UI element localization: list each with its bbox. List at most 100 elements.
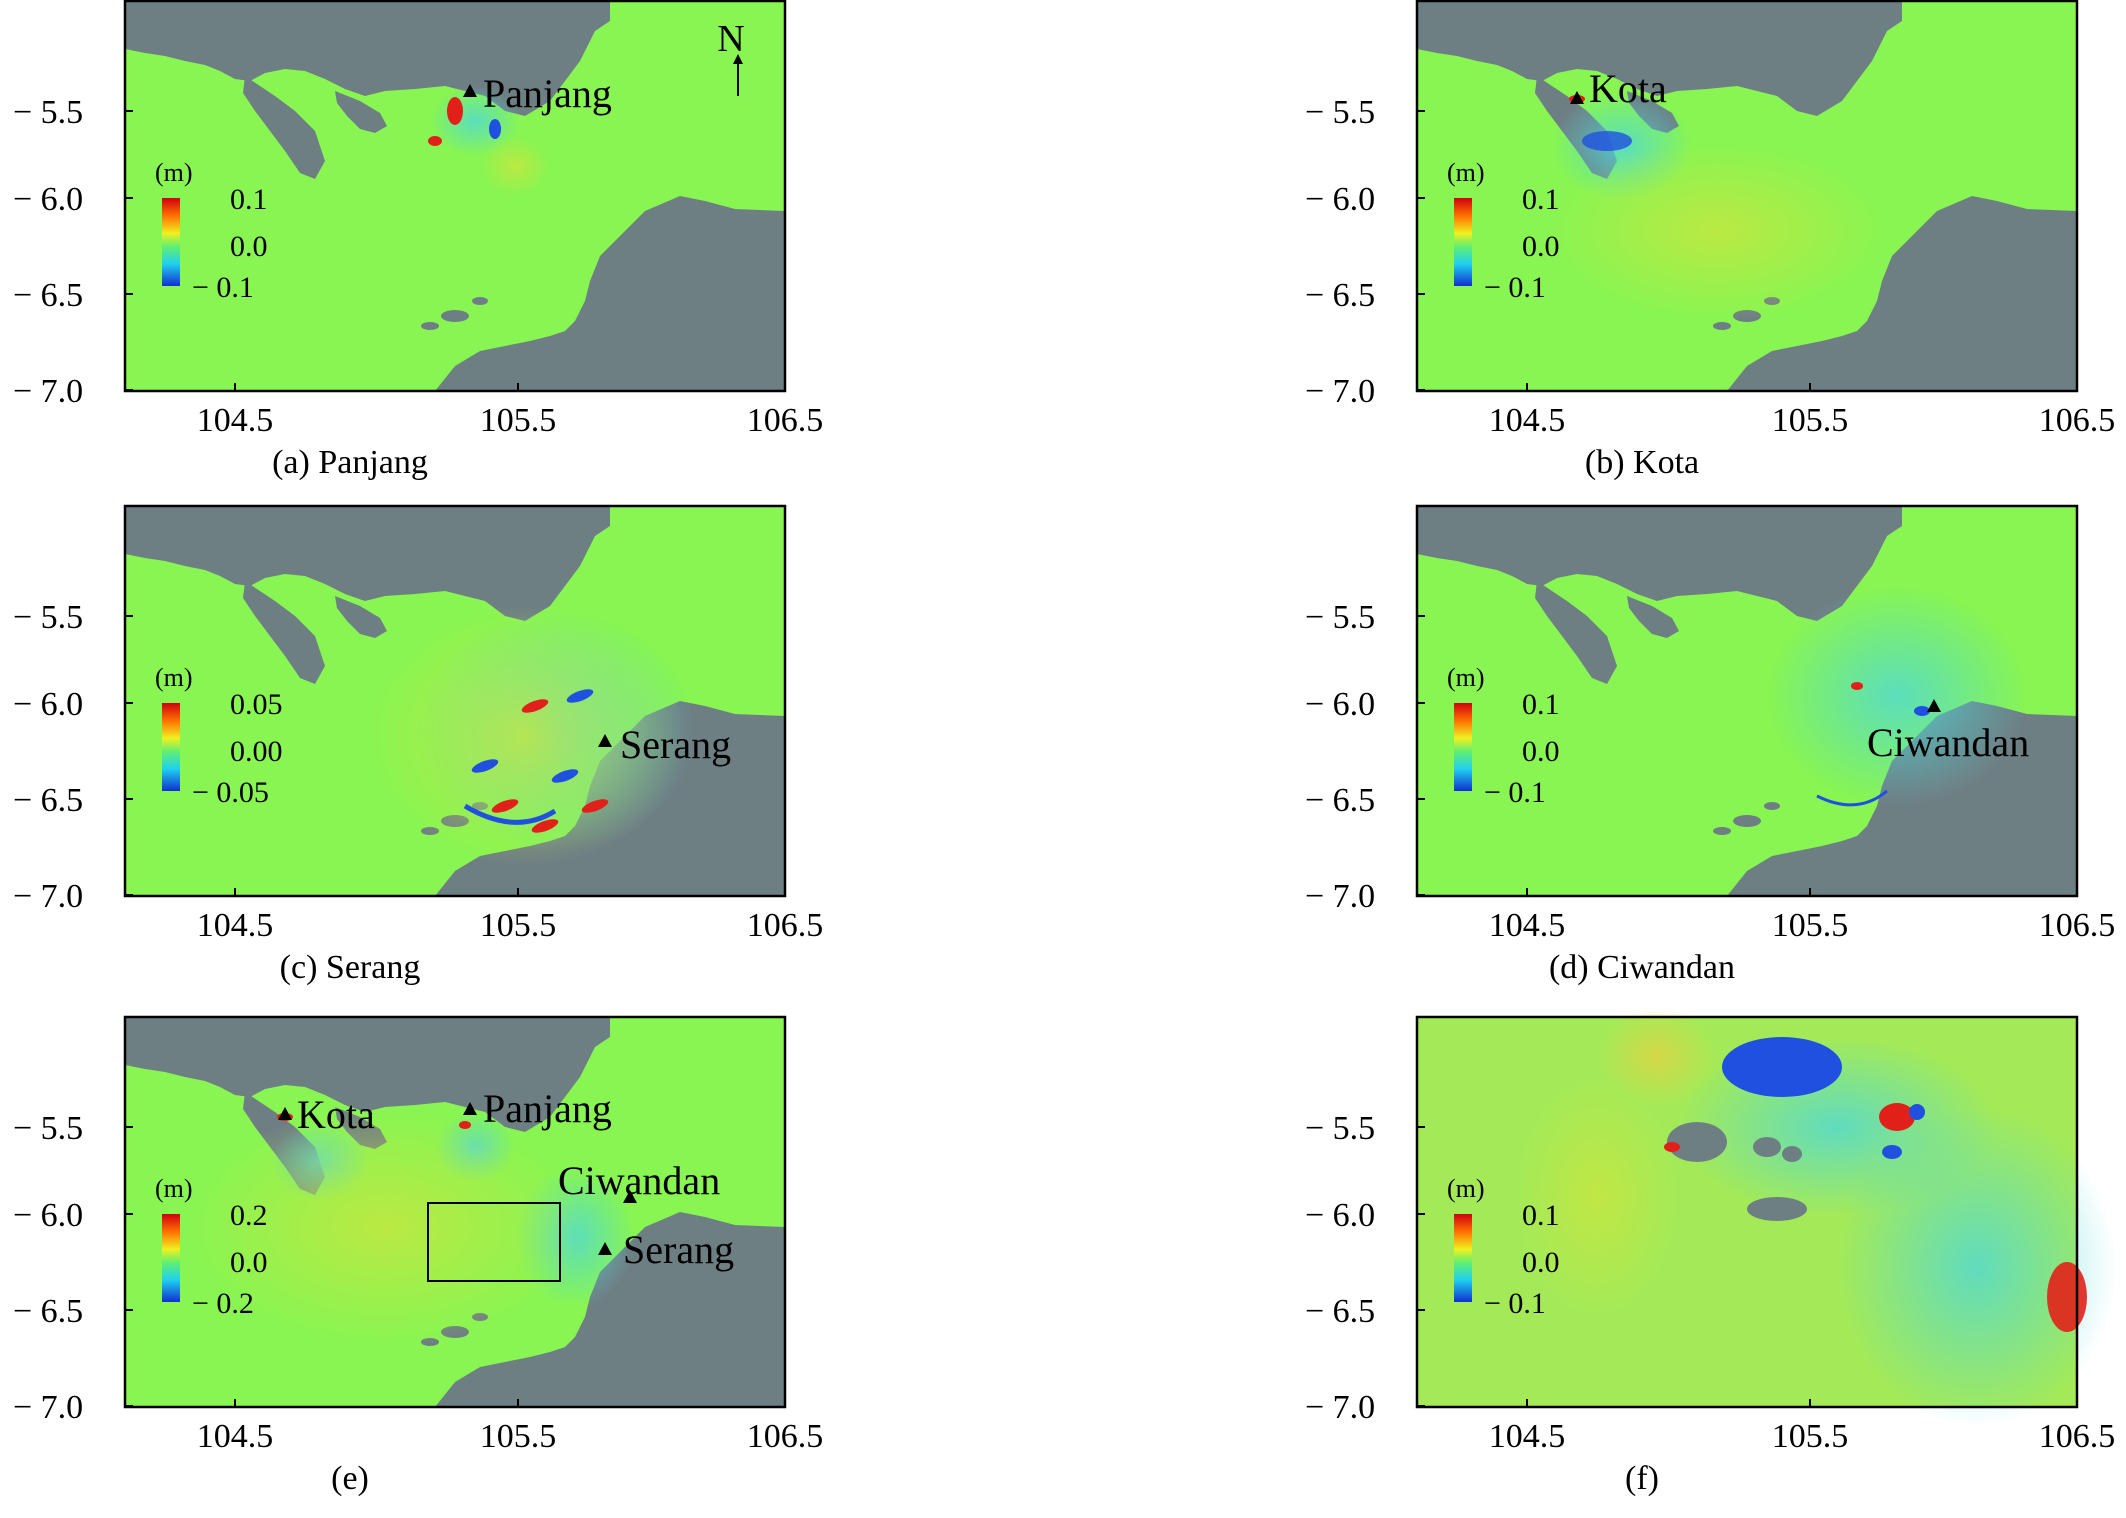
anomaly-blue-arc: [463, 803, 557, 825]
y-tick-label: − 5.5: [13, 94, 83, 131]
panel-frame: [1415, 504, 2079, 898]
colorbar: (m) 0.1 0.0 − 0.1: [1447, 158, 1560, 304]
colorbar-max: 0.05: [230, 688, 283, 721]
map-area: [125, 1, 785, 391]
y-tick-label: − 6.5: [13, 277, 83, 314]
island: [1753, 1137, 1781, 1157]
map-area: [1417, 506, 2077, 896]
x-tick-label: 104.5: [1489, 402, 1566, 439]
x-tick-label: 104.5: [197, 907, 274, 944]
panel-d: − 5.5 − 6.0 − 6.5 − 7.0 104.5 105.5 106.5 (d) C…: [1305, 504, 2116, 986]
colorbar-min: − 0.1: [1484, 271, 1546, 304]
x-tick-label: 104.5: [1489, 1418, 1566, 1455]
island: [1747, 1197, 1807, 1221]
anomaly-blue: [471, 759, 499, 773]
station-marker: [598, 1242, 612, 1255]
anomaly-yellow: [480, 136, 550, 196]
panel-caption: (a) Panjang: [272, 444, 428, 481]
station-marker: [463, 1102, 477, 1115]
station-marker: [1570, 91, 1584, 104]
panel-frame: [123, 1015, 787, 1409]
anomaly-blue: [1914, 706, 1930, 716]
y-tick-label: − 6.0: [1305, 686, 1375, 723]
colorbar-mid: 0.0: [1522, 735, 1560, 768]
y-tick-label: − 6.5: [13, 782, 83, 819]
panel-frame: [1415, 0, 2079, 393]
x-tick-label: 105.5: [1772, 1418, 1849, 1455]
x-tick-label: 106.5: [747, 907, 824, 944]
x-tick-label: 106.5: [2039, 907, 2116, 944]
colorbar-gradient: [1454, 198, 1472, 286]
panel-c: − 5.5 − 6.0 − 6.5 − 7.0 104.5 105.5 106.5 (c) S…: [13, 504, 824, 986]
anomaly-blue: [1722, 1037, 1842, 1097]
island: [1667, 1122, 1727, 1162]
y-tick-label: − 6.0: [13, 686, 83, 723]
colorbar-gradient: [1454, 703, 1472, 791]
station-label: Serang: [620, 722, 731, 767]
station-label: Panjang: [483, 1086, 612, 1131]
x-tick-label: 105.5: [1772, 907, 1849, 944]
colorbar: (m) 0.1 0.0 − 0.1: [1447, 1174, 1560, 1320]
colorbar-mid: 0.0: [230, 1246, 268, 1279]
x-tick-label: 105.5: [480, 907, 557, 944]
colorbar-mid: 0.00: [230, 735, 283, 768]
panel-frame: [123, 504, 787, 898]
station-marker: [623, 1190, 637, 1203]
anomaly-red: [2047, 1262, 2087, 1332]
colorbar-gradient: [162, 1214, 180, 1302]
y-tick-label: − 6.0: [1305, 1197, 1375, 1234]
panel-caption: (f): [1625, 1460, 1659, 1497]
panel-caption: (c) Serang: [280, 949, 421, 986]
panel-caption: (b) Kota: [1585, 444, 1699, 481]
anomaly-red: [521, 699, 549, 713]
anomaly-blue: [566, 689, 594, 703]
colorbar-unit: (m): [1447, 663, 1485, 692]
colorbar-min: − 0.1: [1484, 776, 1546, 809]
anomaly-cyan: [1767, 586, 2027, 806]
station-marker: [598, 734, 612, 747]
anomaly-red: [581, 799, 609, 813]
anomaly-blue: [1582, 131, 1632, 151]
panel-a: − 5.5 − 6.0 − 6.5 − 7.0 104.5 105.5 106.5 (a) P…: [13, 0, 824, 481]
colorbar: (m) 0.2 0.0 − 0.2: [155, 1174, 268, 1320]
x-tick-label: 106.5: [747, 1418, 824, 1455]
colorbar-unit: (m): [155, 1174, 193, 1203]
y-tick-label: − 6.0: [13, 181, 83, 218]
x-tick-label: 104.5: [197, 1418, 274, 1455]
station-label: Serang: [623, 1227, 734, 1272]
panel-frame: [1415, 1015, 2079, 1409]
station-label: Ciwandan: [558, 1158, 720, 1203]
anomaly-yellow: [1517, 1077, 1677, 1317]
anomaly-red: [531, 819, 559, 833]
x-tick-label: 105.5: [480, 402, 557, 439]
colorbar-max: 0.1: [1522, 183, 1560, 216]
y-tick-label: − 7.0: [1305, 1389, 1375, 1426]
anomaly-orange: [1597, 1007, 1717, 1107]
anomaly-blue: [489, 119, 501, 139]
colorbar-unit: (m): [155, 663, 193, 692]
panel-f: − 5.5 − 6.0 − 6.5 − 7.0 104.5 105.5 106.5 (f) (m…: [1305, 1007, 2117, 1497]
anomaly-blue: [551, 769, 579, 783]
x-tick-label: 104.5: [1489, 907, 1566, 944]
station-marker: [278, 1107, 292, 1120]
y-tick-label: − 7.0: [1305, 373, 1375, 410]
colorbar-gradient: [162, 703, 180, 791]
station-marker: [463, 84, 477, 97]
y-tick-label: − 6.5: [1305, 277, 1375, 314]
x-tick-label: 106.5: [747, 402, 824, 439]
colorbar-min: − 0.05: [192, 776, 269, 809]
station-marker: [1927, 699, 1941, 712]
y-tick-label: − 6.0: [1305, 181, 1375, 218]
map-area: [1417, 1, 2077, 391]
panel-caption: (d) Ciwandan: [1549, 949, 1735, 986]
colorbar-mid: 0.0: [1522, 230, 1560, 263]
y-tick-label: − 6.5: [1305, 782, 1375, 819]
colorbar-unit: (m): [1447, 1174, 1485, 1203]
colorbar-mid: 0.0: [230, 230, 268, 263]
anomaly-red: [1851, 682, 1863, 690]
x-tick-label: 105.5: [480, 1418, 557, 1455]
anomaly-red: [491, 799, 519, 813]
x-tick-label: 105.5: [1772, 402, 1849, 439]
anomaly-red: [459, 1121, 471, 1129]
colorbar-unit: (m): [1447, 158, 1485, 187]
